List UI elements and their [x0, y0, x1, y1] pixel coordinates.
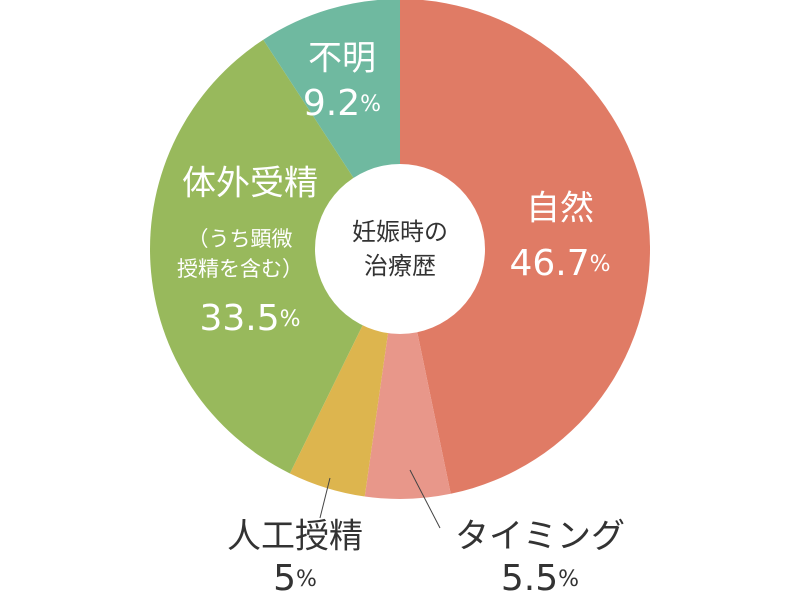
annotation: （うち顕微: [188, 227, 293, 251]
category-label: 体外受精: [182, 164, 318, 204]
annotation: 授精を含む）: [177, 257, 303, 281]
leader-line: [409, 469, 441, 529]
value-label: 33.5%: [199, 298, 300, 339]
pie-slice: [364, 249, 451, 500]
category-label: タイミング: [455, 517, 625, 557]
leader-line: [319, 477, 331, 519]
category-label: 人工授精: [227, 517, 363, 557]
chart-title: 治療歴: [364, 252, 436, 280]
pie-slice: [149, 39, 400, 474]
value-label: 5%: [273, 558, 317, 599]
center-hole: [315, 164, 485, 334]
pie-slice: [400, 0, 650, 494]
value-label: 5.5%: [501, 558, 579, 599]
category-label: 不明: [308, 39, 376, 79]
value-label: 46.7%: [509, 243, 610, 284]
chart-title: 妊娠時の: [352, 218, 448, 246]
category-label: 自然: [526, 189, 594, 229]
value-label: 9.2%: [303, 83, 381, 124]
